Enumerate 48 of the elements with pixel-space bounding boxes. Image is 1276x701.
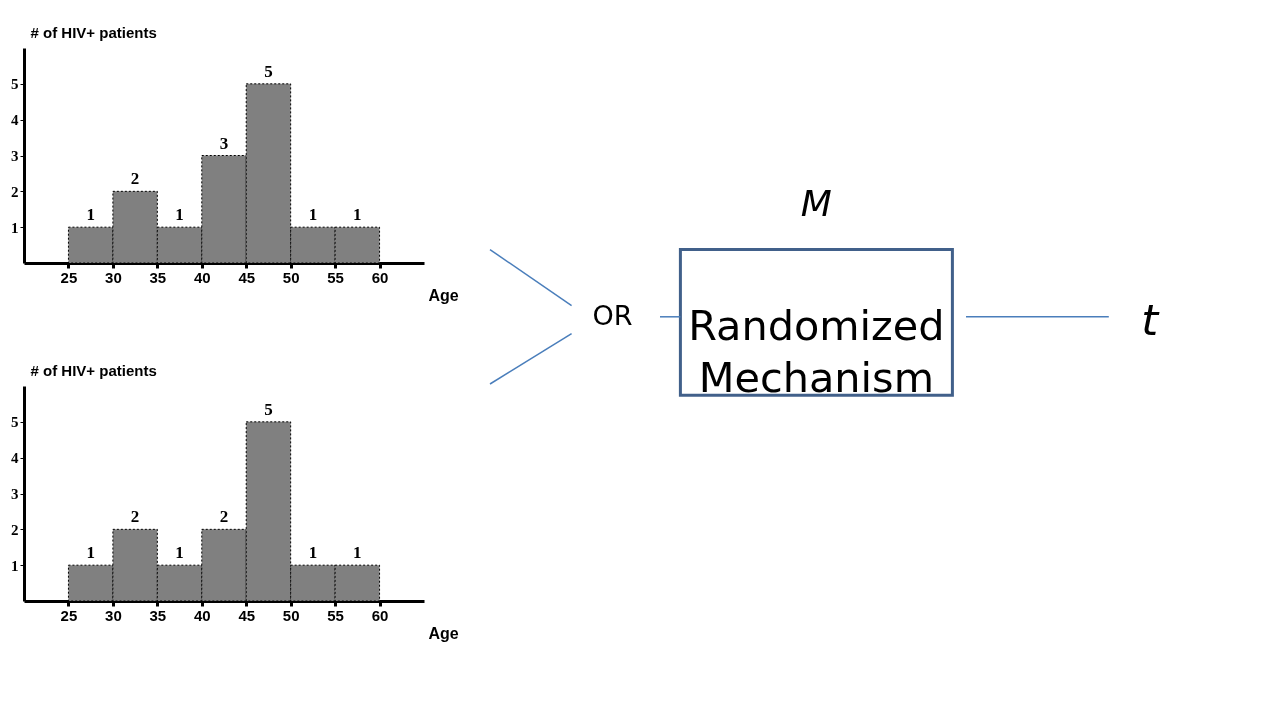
data-label: 5 (264, 399, 273, 419)
data-label: 2 (130, 169, 140, 189)
y-tick-label: 1 (11, 219, 19, 236)
y-tick-label: 5 (11, 414, 19, 431)
y-tick-label: 4 (11, 112, 19, 129)
x-tick-label: 35 (149, 268, 167, 286)
y-tick-label: 2 (11, 521, 19, 538)
y-tick-label: 5 (11, 76, 19, 93)
data-label: 3 (219, 133, 229, 153)
data-label: 1 (308, 205, 318, 225)
data-label: 1 (353, 205, 362, 225)
y-tick-label: 3 (11, 486, 19, 502)
x-tick-label: 50 (282, 268, 300, 286)
text: OR (592, 299, 633, 331)
y-tick-label: 4 (11, 450, 19, 467)
x-tick-label: 45 (238, 606, 256, 624)
x-tick-label: 35 (149, 606, 167, 624)
x-tick-label: 40 (193, 606, 211, 624)
y-tick-label: 2 (11, 183, 19, 200)
x-tick-label: 30 (105, 606, 122, 624)
x-tick-label: 50 (282, 606, 300, 624)
x-tick-label: 40 (193, 268, 211, 286)
y-tick-label: 1 (11, 557, 19, 574)
x-tick-label: 55 (327, 606, 344, 624)
data-label: 1 (353, 543, 362, 563)
data-label: 5 (264, 61, 273, 81)
y-axis-title: # of HIV+ patients (30, 361, 157, 379)
x-axis-title: Age (428, 286, 459, 304)
data-label: 2 (219, 507, 229, 527)
x-tick-label: 55 (327, 268, 344, 286)
data-label: 1 (175, 543, 184, 563)
x-tick-label: 60 (371, 606, 389, 624)
x-tick-label: 25 (60, 268, 78, 286)
x-tick-label: 25 (60, 606, 78, 624)
x-tick-label: 45 (238, 268, 256, 286)
data-label: 2 (130, 507, 140, 527)
data-label: 1 (86, 543, 95, 563)
data-label: 1 (86, 205, 95, 225)
text: t (1141, 295, 1161, 346)
x-axis-title: Age (428, 624, 459, 642)
x-tick-label: 60 (371, 268, 389, 286)
data-label: 1 (175, 205, 184, 225)
y-tick-label: 3 (11, 148, 19, 164)
text: M (800, 182, 832, 224)
x-tick-label: 30 (105, 268, 122, 286)
text: Randomized Mechanism (688, 302, 945, 402)
data-label: 1 (308, 543, 318, 563)
y-axis-title: # of HIV+ patients (30, 23, 157, 41)
